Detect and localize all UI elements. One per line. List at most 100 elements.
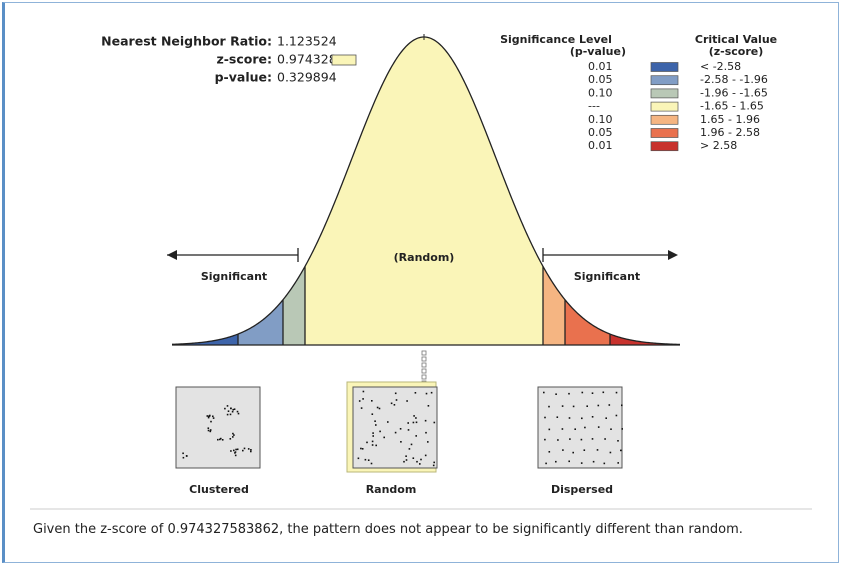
point (407, 422, 409, 424)
curve-band (543, 266, 565, 345)
curve-outline (171, 36, 681, 346)
point (360, 447, 362, 450)
point (234, 454, 237, 457)
legend-sig-sub: (p-value) (570, 45, 626, 58)
point (591, 416, 594, 418)
point (243, 447, 246, 450)
pattern-box (175, 386, 261, 469)
point (561, 405, 564, 407)
point (378, 407, 381, 410)
point (237, 412, 240, 415)
point (361, 448, 364, 450)
point (221, 439, 224, 441)
point (250, 450, 252, 453)
point (591, 438, 594, 440)
point (387, 421, 389, 423)
point (427, 441, 429, 443)
point (234, 452, 236, 454)
point (371, 413, 374, 415)
result-message: Given the z-score of 0.974327583862, the… (33, 522, 743, 537)
point (405, 459, 408, 461)
legend-swatch (650, 62, 679, 72)
point (371, 444, 374, 446)
point (596, 449, 599, 451)
ratio-value: 1.123524 (277, 34, 337, 49)
z-label: z-score: (216, 52, 272, 67)
point (232, 432, 234, 435)
point (235, 448, 237, 451)
point (233, 408, 236, 410)
point (580, 462, 583, 464)
point (425, 392, 428, 395)
left-label: Significant (201, 270, 267, 283)
center-label: (Random) (394, 251, 455, 264)
curve-band (610, 334, 680, 345)
point (568, 392, 570, 395)
point (548, 405, 550, 408)
point (212, 415, 214, 418)
point (250, 449, 252, 451)
point (591, 392, 594, 394)
point (581, 391, 584, 394)
point (364, 458, 367, 461)
point (545, 462, 547, 465)
point (572, 451, 574, 454)
point (603, 462, 606, 465)
point (615, 414, 618, 417)
point (209, 429, 212, 431)
legend-z: < -2.58 (700, 60, 741, 73)
legend-p: 0.10 (588, 86, 613, 99)
point (229, 413, 232, 416)
point (357, 457, 360, 460)
pattern-label: Dispersed (551, 483, 613, 496)
point (182, 456, 185, 459)
point (358, 400, 361, 402)
point (548, 451, 551, 453)
point (226, 405, 229, 407)
point (597, 426, 600, 428)
pattern-label: Clustered (189, 483, 249, 496)
legend-p: 0.01 (588, 139, 613, 152)
point (375, 444, 377, 447)
point (390, 402, 393, 405)
legend-z: -1.65 - 1.65 (700, 100, 764, 113)
point (242, 449, 244, 452)
z-swatch (331, 54, 357, 66)
point (232, 436, 234, 438)
connector-dot (421, 356, 427, 362)
point (207, 429, 210, 432)
connector-dot (421, 374, 427, 380)
legend-z: > 2.58 (700, 139, 737, 152)
point (543, 391, 545, 394)
legend-swatch (650, 101, 679, 112)
curve-band (283, 266, 305, 345)
point (372, 435, 374, 437)
point (583, 449, 586, 451)
connector-dot (421, 362, 427, 368)
point (400, 441, 402, 443)
point (555, 393, 557, 395)
point (230, 450, 232, 452)
point (210, 420, 212, 423)
point (580, 438, 583, 441)
point (416, 460, 418, 463)
point (182, 452, 184, 455)
point (425, 431, 427, 434)
point (408, 448, 411, 450)
point (403, 460, 405, 463)
legend-swatch (650, 75, 679, 86)
point (360, 407, 363, 409)
point (544, 416, 546, 419)
point (415, 421, 418, 424)
point (568, 460, 570, 463)
legend-crit-sub: (z-score) (709, 45, 764, 58)
point (415, 435, 417, 437)
point (420, 458, 422, 461)
point (227, 410, 230, 412)
point (557, 439, 559, 441)
point (234, 451, 237, 453)
point (617, 440, 619, 442)
legend-z: 1.96 - 2.58 (700, 126, 760, 139)
